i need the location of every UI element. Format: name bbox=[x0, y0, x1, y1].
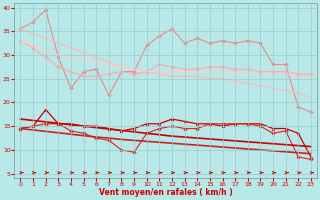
X-axis label: Vent moyen/en rafales ( km/h ): Vent moyen/en rafales ( km/h ) bbox=[99, 188, 233, 197]
